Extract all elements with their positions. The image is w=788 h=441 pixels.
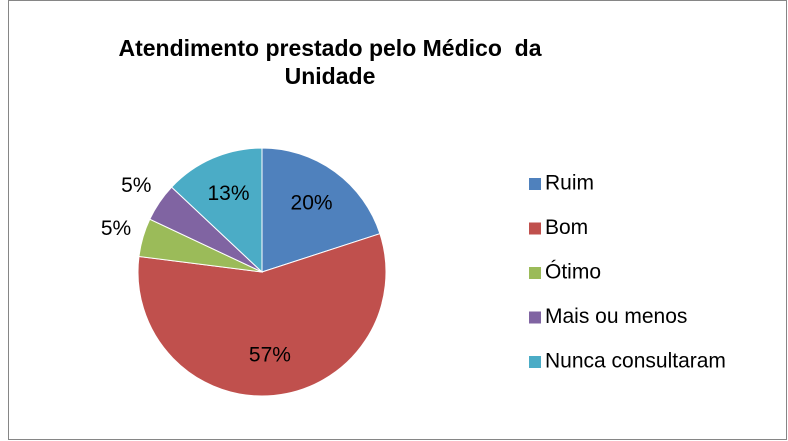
data-label: 5% xyxy=(121,174,151,197)
legend-label: Ruim xyxy=(545,172,594,195)
legend-label: Ótimo xyxy=(545,261,601,284)
pie-slice xyxy=(261,147,381,273)
legend-label: Nunca consultaram xyxy=(545,350,726,373)
legend-swatch xyxy=(529,178,541,190)
chart-border xyxy=(8,0,787,440)
data-label: 20% xyxy=(291,191,333,214)
pie-slice xyxy=(137,233,387,397)
legend-label: Mais ou menos xyxy=(545,305,687,328)
legend-swatch xyxy=(529,267,541,279)
data-label: 5% xyxy=(101,217,131,240)
data-label: 13% xyxy=(207,182,249,205)
chart-title: Atendimento prestado pelo Médico da Unid… xyxy=(118,35,548,89)
data-label: 57% xyxy=(249,343,291,366)
pie-slice xyxy=(170,147,263,274)
legend-swatch xyxy=(529,222,541,235)
legend-label: Bom xyxy=(545,216,588,239)
legend-swatch xyxy=(529,356,541,368)
legend-swatch xyxy=(529,311,541,324)
